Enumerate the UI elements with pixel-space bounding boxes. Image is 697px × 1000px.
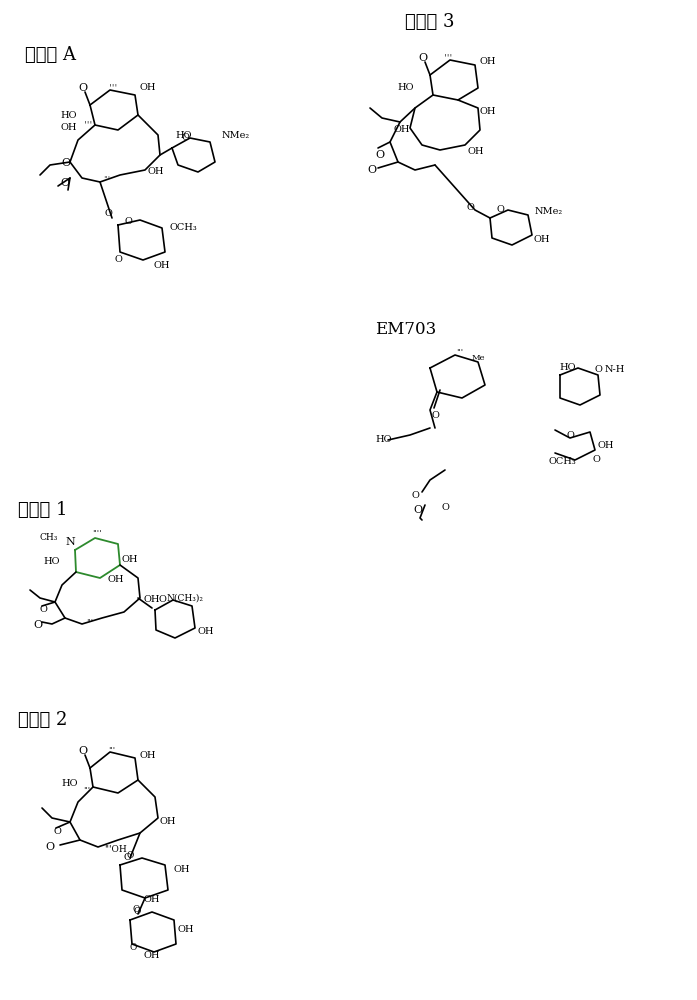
Text: OH: OH <box>108 576 125 584</box>
Text: OH: OH <box>174 865 190 874</box>
Text: O: O <box>418 53 427 63</box>
Text: O: O <box>132 906 139 914</box>
Text: O: O <box>181 133 189 142</box>
Text: O: O <box>61 158 70 168</box>
Text: O: O <box>158 595 166 604</box>
Text: OH: OH <box>140 84 157 93</box>
Text: O: O <box>39 605 47 614</box>
Text: O: O <box>133 908 141 916</box>
Text: OH: OH <box>160 818 176 826</box>
Text: NMe₂: NMe₂ <box>222 130 250 139</box>
Text: HO: HO <box>175 130 192 139</box>
Text: OH: OH <box>140 752 157 760</box>
Text: O: O <box>114 255 122 264</box>
Text: HO: HO <box>560 363 576 372</box>
Text: OH: OH <box>178 926 194 934</box>
Text: O: O <box>61 178 70 188</box>
Text: OH: OH <box>468 147 484 156</box>
Text: '''OH: '''OH <box>104 844 127 854</box>
Text: OH: OH <box>154 260 170 269</box>
Text: NMe₂: NMe₂ <box>535 208 563 217</box>
Text: O: O <box>123 854 131 862</box>
Text: OH: OH <box>61 123 77 132</box>
Text: O: O <box>496 206 504 215</box>
Text: OH: OH <box>394 125 410 134</box>
Text: HO: HO <box>397 84 414 93</box>
Text: O: O <box>53 828 61 836</box>
Text: ''': ''' <box>84 120 92 129</box>
Text: 化合物 1: 化合物 1 <box>18 501 68 519</box>
Text: O: O <box>45 842 54 852</box>
Text: HO: HO <box>375 436 392 444</box>
Text: O: O <box>466 204 474 213</box>
Text: ''': ''' <box>444 53 452 62</box>
Text: O: O <box>413 505 422 515</box>
Text: 红霉素 A: 红霉素 A <box>25 46 76 64</box>
Text: OH: OH <box>144 595 160 604</box>
Text: ''': ''' <box>457 348 464 356</box>
Text: OCH₃: OCH₃ <box>548 458 576 466</box>
Text: 化合物 3: 化合物 3 <box>405 13 454 31</box>
Text: ''': ''' <box>109 84 117 93</box>
Text: O: O <box>441 504 449 512</box>
Text: ''': ''' <box>84 786 91 794</box>
Text: O: O <box>566 430 574 440</box>
Text: ''': ''' <box>103 175 111 183</box>
Text: N: N <box>65 537 75 547</box>
Text: O: O <box>367 165 376 175</box>
Text: O: O <box>79 83 88 93</box>
Text: OCH₃: OCH₃ <box>170 224 198 232</box>
Text: ''': ''' <box>86 618 93 626</box>
Text: O: O <box>592 456 600 464</box>
Text: OH: OH <box>144 896 160 904</box>
Text: OH: OH <box>144 952 160 960</box>
Text: O: O <box>130 944 137 952</box>
Text: 化合物 2: 化合物 2 <box>18 711 68 729</box>
Text: O: O <box>126 850 134 859</box>
Text: N-H: N-H <box>605 365 625 374</box>
Text: OH: OH <box>598 440 615 450</box>
Text: O: O <box>79 746 88 756</box>
Text: Me: Me <box>471 354 484 362</box>
Text: O: O <box>124 218 132 227</box>
Text: O: O <box>411 490 419 499</box>
Text: O: O <box>594 365 602 374</box>
Text: HO: HO <box>61 110 77 119</box>
Text: O: O <box>33 620 43 630</box>
Text: OH: OH <box>534 235 551 244</box>
Text: O: O <box>104 209 112 218</box>
Text: HO: HO <box>43 558 60 566</box>
Text: O: O <box>376 150 385 160</box>
Text: '''': '''' <box>92 529 102 537</box>
Text: O: O <box>431 410 439 420</box>
Text: OH: OH <box>122 556 139 564</box>
Text: EM703: EM703 <box>375 322 436 338</box>
Text: N(CH₃)₂: N(CH₃)₂ <box>167 593 204 602</box>
Text: ''': ''' <box>109 746 116 754</box>
Text: OH: OH <box>148 167 164 176</box>
Text: OH: OH <box>480 107 496 116</box>
Text: HO: HO <box>61 778 78 788</box>
Text: OH: OH <box>198 628 215 637</box>
Text: OH: OH <box>480 57 496 66</box>
Text: CH₃: CH₃ <box>40 534 58 542</box>
